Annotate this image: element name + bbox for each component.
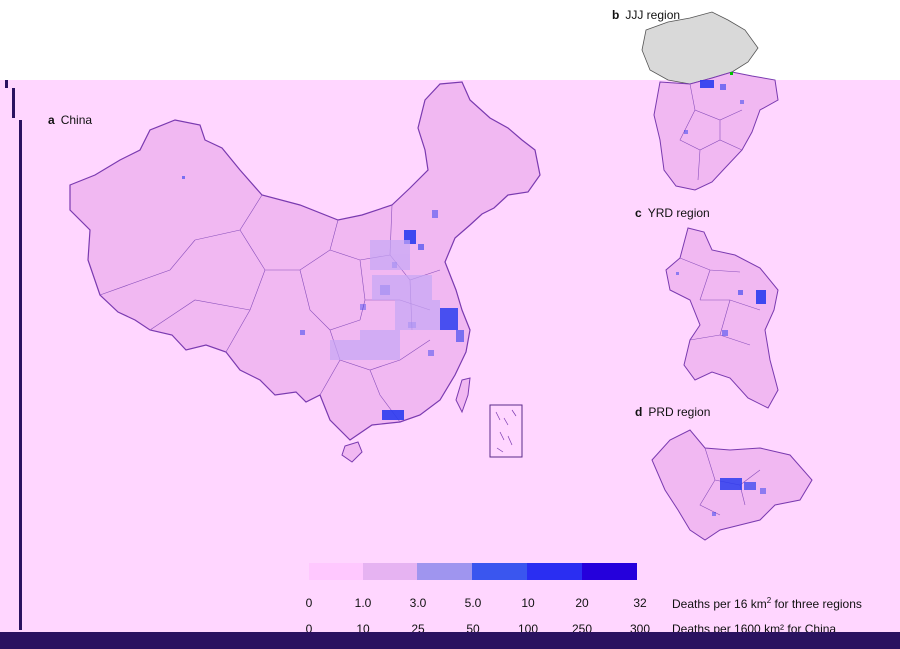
legend-swatch [472,563,527,580]
jjj-borders [679,83,743,181]
panel-a-label: a China [48,113,93,127]
panel-c-label: c YRD region [635,206,710,220]
frame-left-rule [19,120,22,630]
legend-swatch [417,563,472,580]
panel-d-label: d PRD region [635,405,711,419]
legend-tick-regions: 20 [575,596,589,610]
frame-tick [5,80,8,88]
legend-tick-regions: 0 [305,596,313,610]
inset-islands [495,409,517,453]
legend-tick-regions: 3.0 [409,596,427,610]
south-china-sea-inset [489,404,523,458]
jjj-hotspots [684,72,744,134]
bottom-frame-bar [0,632,900,649]
legend-tick-regions: 5.0 [464,596,482,610]
legend-swatch [582,563,637,580]
legend-tick-regions: 10 [521,596,535,610]
taiwan-outline [455,377,471,414]
panel-b-label: b JJJ region [612,8,681,22]
jjj-nodata-area [641,11,759,85]
legend-caption-regions: Deaths per 16 km2 for three regions [672,596,862,611]
china-outline [69,81,541,441]
legend-tick-regions: 32 [633,596,647,610]
legend-swatch [309,563,363,580]
prd-hotspots [712,478,766,516]
yrd-borders [679,257,761,346]
jjj-outline [653,71,779,191]
frame-tick [12,88,15,118]
hainan-outline [341,441,363,463]
legend-tick-regions: 1.0 [354,596,372,610]
legend-swatch [363,563,417,580]
legend-swatch [527,563,582,580]
yrd-outline [665,227,779,409]
china-light-cells [330,240,440,360]
yrd-hotspots [676,272,766,336]
legend-tick-china: 0 [305,622,313,636]
